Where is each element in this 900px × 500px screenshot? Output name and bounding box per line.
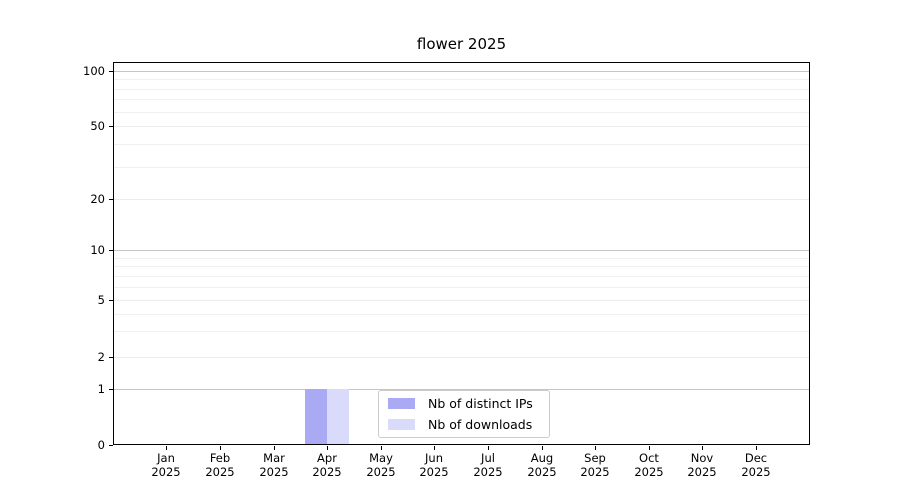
- y-gridline-minor-40: [114, 144, 810, 145]
- x-tick-label-oct: Oct 2025: [619, 451, 679, 479]
- legend-swatch-downloads: [388, 419, 415, 430]
- x-tick-label-nov: Nov 2025: [672, 451, 732, 479]
- x-tick-label-line: Aug: [530, 451, 554, 465]
- y-gridline-minor-90: [114, 79, 810, 80]
- y-gridline-100: [114, 71, 810, 72]
- x-tick-label-line: Nov: [690, 451, 714, 465]
- x-tick-label-may: May 2025: [351, 451, 411, 479]
- y-tick-label-2: 2: [97, 350, 105, 364]
- x-tick-label-line: May: [369, 451, 393, 465]
- y-tick-100: [109, 71, 113, 72]
- y-gridline-minor-9: [114, 258, 810, 259]
- x-tick-label-line: 2025: [312, 465, 342, 479]
- x-tick-label-line: 2025: [259, 465, 289, 479]
- x-tick-label-sep: Sep 2025: [565, 451, 625, 479]
- x-tick-label-line: Apr: [317, 451, 337, 465]
- legend-swatch-distinct-ips: [388, 398, 415, 409]
- bar-nb-of-distinct-ips-apr-2025: [305, 389, 327, 445]
- legend-item-downloads: Nb of downloads: [388, 416, 540, 433]
- x-tick-label-mar: Mar 2025: [244, 451, 304, 479]
- y-gridline-1: [114, 389, 810, 390]
- legend-label-distinct-ips: Nb of distinct IPs: [428, 396, 533, 411]
- x-tick-aug: [542, 446, 543, 450]
- y-tick-50: [109, 126, 113, 127]
- y-tick-label-0: 0: [97, 438, 105, 452]
- x-tick-mar: [274, 446, 275, 450]
- x-tick-sep: [595, 446, 596, 450]
- legend-label-downloads: Nb of downloads: [428, 417, 533, 432]
- y-gridline-minor-8: [114, 266, 810, 267]
- y-tick-0: [109, 445, 113, 446]
- y-tick-label-100: 100: [83, 64, 105, 78]
- x-tick-label-line: Dec: [744, 451, 768, 465]
- x-tick-label-line: 2025: [634, 465, 664, 479]
- x-tick-label-line: Jun: [425, 451, 443, 465]
- x-tick-label-line: 2025: [151, 465, 181, 479]
- x-tick-label-line: 2025: [419, 465, 449, 479]
- plot-area-frame: [113, 62, 810, 445]
- y-tick-20: [109, 199, 113, 200]
- y-gridline-minor-70: [114, 99, 810, 100]
- legend-item-distinct-ips: Nb of distinct IPs: [388, 395, 540, 412]
- x-tick-label-jan: Jan 2025: [136, 451, 196, 479]
- x-tick-jun: [434, 446, 435, 450]
- x-tick-label-feb: Feb 2025: [190, 451, 250, 479]
- x-tick-oct: [649, 446, 650, 450]
- x-tick-label-line: Jul: [481, 451, 495, 465]
- y-gridline-50: [114, 126, 810, 127]
- x-tick-label-dec: Dec 2025: [726, 451, 786, 479]
- x-tick-label-line: 2025: [687, 465, 717, 479]
- y-gridline-10: [114, 250, 810, 251]
- y-gridline-minor-6: [114, 287, 810, 288]
- x-tick-label-line: 2025: [205, 465, 235, 479]
- x-tick-may: [381, 446, 382, 450]
- y-gridline-minor-7: [114, 276, 810, 277]
- y-tick-label-50: 50: [90, 119, 105, 133]
- y-tick-5: [109, 300, 113, 301]
- y-tick-label-1: 1: [97, 382, 105, 396]
- x-tick-apr: [327, 446, 328, 450]
- y-gridline-minor-4: [114, 314, 810, 315]
- legend: Nb of distinct IPs Nb of downloads: [378, 390, 550, 438]
- x-tick-label-line: Jan: [157, 451, 175, 465]
- x-tick-dec: [756, 446, 757, 450]
- y-gridline-minor-3: [114, 331, 810, 332]
- x-tick-jul: [488, 446, 489, 450]
- x-tick-label-apr: Apr 2025: [297, 451, 357, 479]
- x-tick-label-jul: Jul 2025: [458, 451, 518, 479]
- x-tick-label-jun: Jun 2025: [404, 451, 464, 479]
- x-tick-label-line: Oct: [639, 451, 659, 465]
- x-tick-label-line: Feb: [209, 451, 231, 465]
- x-tick-label-line: 2025: [366, 465, 396, 479]
- y-gridline-minor-60: [114, 112, 810, 113]
- y-tick-label-20: 20: [90, 192, 105, 206]
- y-tick-label-10: 10: [90, 243, 105, 257]
- x-tick-label-line: Mar: [263, 451, 285, 465]
- y-tick-1: [109, 389, 113, 390]
- y-tick-label-5: 5: [97, 293, 105, 307]
- y-gridline-20: [114, 199, 810, 200]
- chart-title: flower 2025: [416, 35, 507, 53]
- x-tick-label-line: Sep: [584, 451, 606, 465]
- x-tick-label-line: 2025: [741, 465, 771, 479]
- y-tick-2: [109, 357, 113, 358]
- y-gridline-minor-30: [114, 167, 810, 168]
- x-tick-label-line: 2025: [527, 465, 557, 479]
- y-gridline-minor-80: [114, 89, 810, 90]
- bar-nb-of-downloads-apr-2025: [327, 389, 349, 445]
- y-gridline-5: [114, 300, 810, 301]
- x-tick-label-aug: Aug 2025: [512, 451, 572, 479]
- x-tick-nov: [702, 446, 703, 450]
- x-tick-jan: [166, 446, 167, 450]
- x-tick-feb: [220, 446, 221, 450]
- y-tick-10: [109, 250, 113, 251]
- x-tick-label-line: 2025: [580, 465, 610, 479]
- x-tick-label-line: 2025: [473, 465, 503, 479]
- y-gridline-2: [114, 357, 810, 358]
